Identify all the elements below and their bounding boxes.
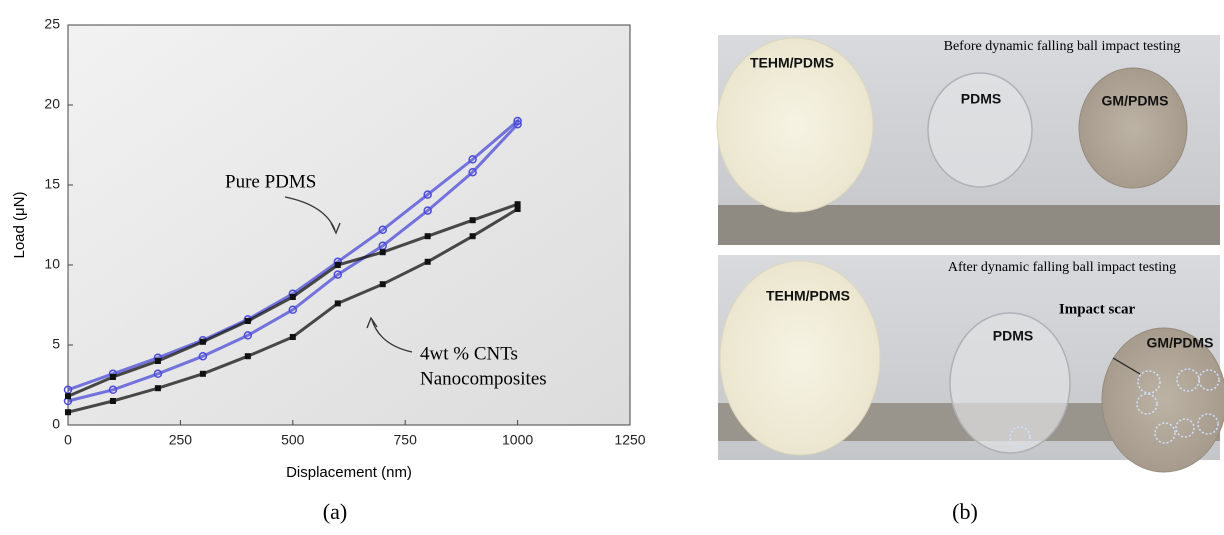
y-tick-label: 25 [44,16,60,32]
annotation: Pure PDMS [225,171,316,192]
arrow [371,319,413,353]
data-point [469,217,476,224]
data-point [109,374,116,380]
data-point [468,155,477,164]
y-tick-label: 20 [44,96,60,112]
x-tick-label: 250 [169,432,193,448]
data-point [65,393,71,400]
caption: (a) [323,499,347,524]
y-tick-label: 0 [52,416,60,432]
sample-label: GM/PDMS [1147,335,1214,351]
data-point [244,318,251,324]
y-axis-label: Load (μN) [11,191,28,258]
data-point [333,270,343,279]
annotation: Nanocomposites [420,368,547,389]
data-point [379,281,386,288]
data-point [108,385,118,395]
impact-scars [1009,368,1220,448]
data-point [514,206,521,212]
data-point [469,233,476,240]
arrow-head [366,316,378,329]
x-tick-label: 1000 [502,432,533,448]
data-point [289,334,296,340]
annotation: 4wt % CNTs [420,343,518,364]
data-point [424,258,431,265]
sample-disc [716,37,874,213]
data-point [198,351,208,361]
x-tick-label: 1250 [614,432,645,448]
y-tick-label: 5 [52,336,60,352]
annotation: Impact scar [1059,301,1136,317]
x-tick-label: 500 [281,432,305,448]
data-point [154,385,161,392]
data-point [199,338,206,345]
arrow-head [330,222,341,235]
sample-disc [1078,67,1188,189]
y-tick-label: 10 [44,256,60,272]
x-tick-label: 750 [394,432,418,448]
data-point [334,300,341,307]
sample-label: GM/PDMS [1102,93,1169,109]
caption: (b) [952,499,978,524]
data-point [243,331,253,340]
data-point [65,409,71,416]
photo-panel: Before dynamic falling ball impact testi… [716,35,1224,524]
data-point [109,398,116,404]
data-point [154,358,161,364]
sample-label: PDMS [961,91,1001,107]
data-point [513,119,522,129]
sample-disc [1101,327,1224,473]
y-tick-label: 15 [44,176,60,192]
data-point [153,369,163,379]
data-point [513,116,522,126]
sample-disc [949,312,1071,454]
panel-title: Before dynamic falling ball impact testi… [944,39,1181,54]
sample-label: TEHM/PDMS [750,55,834,71]
sample-label: TEHM/PDMS [766,288,850,304]
data-point [288,305,298,315]
sample-disc [927,72,1033,188]
data-point [468,167,477,177]
x-tick-label: 0 [64,432,72,448]
panel-title: After dynamic falling ball impact testin… [948,260,1176,275]
sample-disc [719,260,881,456]
data-point [199,370,206,377]
data-point [244,353,251,360]
data-point [423,190,432,199]
data-point [334,262,341,268]
data-point [514,201,521,208]
data-point [424,233,431,240]
sample-label: PDMS [993,328,1033,344]
plot-area [67,24,631,426]
data-point [378,225,387,235]
arrow [1112,357,1141,375]
data-point [289,294,296,300]
data-point [423,206,432,215]
annotation-arrows [284,196,413,353]
data-point [379,249,386,256]
x-axis-label: Displacement (nm) [286,464,412,481]
